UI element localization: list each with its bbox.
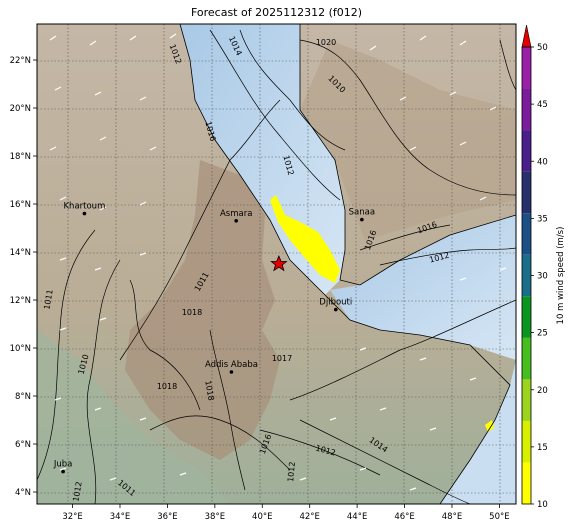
- colorbar-tick-label: 50: [537, 43, 548, 53]
- isobars: [37, 29, 516, 504]
- lat-tick-label: 8°N: [15, 392, 31, 402]
- lon-tick-label: 38°E: [205, 512, 225, 522]
- colorbar-tick-label: 10: [537, 500, 548, 510]
- city-label: Khartoum: [63, 202, 105, 212]
- colorbar-segment: [522, 462, 531, 504]
- isobar-label: 1012: [71, 481, 83, 503]
- coastlines: [179, 24, 516, 504]
- colorbar-segment: [522, 130, 531, 172]
- lon-tick-label: 42°E: [299, 512, 319, 522]
- lowland-region: [37, 330, 230, 504]
- city-marker: [61, 469, 65, 474]
- colorbar-segment: [522, 47, 531, 89]
- colorbar-segment: [522, 88, 531, 131]
- colorbar-segment: [522, 337, 531, 380]
- colorbar-tick-label: 20: [537, 386, 548, 396]
- city-marker: [360, 217, 364, 222]
- lat-tick-label: 18°N: [10, 152, 31, 162]
- lon-tick-label: 32°E: [62, 512, 82, 522]
- map-frame: [36, 23, 517, 505]
- lat-tick-label: 10°N: [10, 344, 31, 354]
- colorbar-segment: [522, 379, 531, 421]
- isobar-label: 1020: [316, 38, 336, 47]
- wind-speed-patch: [270, 195, 340, 283]
- colorbar-tick-label: 35: [537, 214, 548, 224]
- lon-tick-label: 50°E: [489, 512, 509, 522]
- city-layer: Khartoum Asmara Sanaa Djibouti Addis Ababa Ju…: [53, 202, 375, 474]
- isobar-label: 1018: [182, 308, 202, 317]
- colorbar-tick-label: 45: [537, 100, 548, 110]
- city-marker: [234, 219, 238, 223]
- lon-tick-label: 34°E: [110, 512, 130, 522]
- city-label: Asmara: [220, 209, 252, 219]
- lat-axis: 22°N 20°N 18°N 16°N 14°N 12°N 10°N 8°N 6°N 4°N: [10, 56, 37, 498]
- wind-barbs: [49, 33, 507, 491]
- lat-tick-label: 22°N: [10, 56, 31, 66]
- colorbar-segment: [522, 213, 531, 255]
- gulf-of-aden: [330, 215, 516, 360]
- colorbar-tick-label: 30: [537, 272, 548, 282]
- lon-tick-label: 48°E: [442, 512, 462, 522]
- colorbar-segment: [522, 420, 531, 463]
- isobar-label: 1017: [272, 354, 292, 363]
- city-label: Juba: [53, 460, 73, 470]
- lat-tick-label: 4°N: [15, 488, 31, 498]
- colorbar-segment: [522, 296, 531, 338]
- isobar-label: 1011: [42, 289, 54, 311]
- colorbar-label: 10 m wind speed (m/s): [556, 227, 566, 325]
- lat-tick-label: 16°N: [10, 200, 31, 210]
- isobar-label: 1018: [203, 380, 215, 402]
- lon-axis: 32°E 34°E 36°E 38°E 40°E 42°E 44°E 46°E 48°E 50°E: [62, 504, 510, 522]
- city-label: Djibouti: [319, 298, 352, 308]
- lat-tick-label: 6°N: [15, 440, 31, 450]
- lon-tick-label: 36°E: [157, 512, 177, 522]
- colorbar-segment: [522, 171, 531, 214]
- star-marker: [270, 254, 288, 272]
- colorbar-extend-arrow: [521, 24, 532, 48]
- city-label: Addis Ababa: [205, 360, 258, 370]
- lon-tick-label: 44°E: [347, 512, 367, 522]
- map-title: Forecast of 2025112312 (f012): [190, 6, 363, 19]
- city-label: Sanaa: [349, 208, 375, 218]
- lat-tick-label: 20°N: [10, 104, 31, 114]
- colorbar-tick-label: 15: [537, 443, 548, 453]
- lat-tick-label: 14°N: [10, 248, 31, 258]
- colorbar-tick-label: 40: [537, 157, 548, 167]
- city-marker: [333, 307, 338, 312]
- lon-tick-label: 40°E: [252, 512, 272, 522]
- colorbar: 10 15 20 25 30 35 40 45 50 10 m wind speed (m/s): [521, 24, 566, 510]
- colorbar-tick-label: 25: [537, 329, 548, 339]
- isobar-label: 1018: [157, 382, 177, 391]
- lon-tick-label: 46°E: [394, 512, 414, 522]
- isobar-label: 1012: [286, 461, 297, 482]
- indian-ocean: [440, 360, 516, 504]
- wind-speed-patch: [485, 420, 494, 432]
- colorbar-segment: [522, 254, 531, 297]
- lat-tick-label: 12°N: [10, 296, 31, 306]
- city-marker: [82, 211, 87, 216]
- arabian-highlands: [300, 40, 516, 240]
- city-marker: [229, 370, 234, 374]
- map-area: 1012 1014 10201016101010121018101810111016…: [37, 24, 516, 504]
